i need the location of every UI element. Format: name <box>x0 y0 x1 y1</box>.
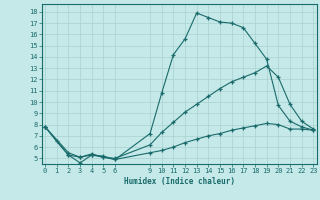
X-axis label: Humidex (Indice chaleur): Humidex (Indice chaleur) <box>124 177 235 186</box>
